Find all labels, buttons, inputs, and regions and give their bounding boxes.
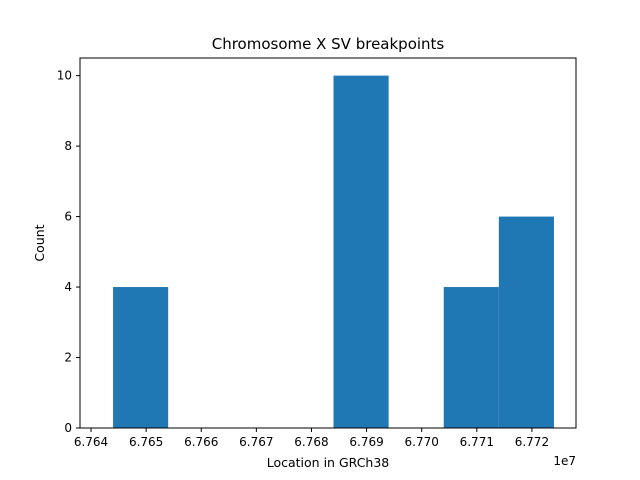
x-tick-label: 6.772 [515, 435, 549, 449]
y-tick-label: 6 [64, 210, 72, 224]
x-tick-label: 6.765 [129, 435, 163, 449]
y-tick-label: 0 [64, 421, 72, 435]
x-tick-label: 6.769 [349, 435, 383, 449]
x-tick-label: 6.766 [184, 435, 218, 449]
chart-title: Chromosome X SV breakpoints [212, 35, 445, 53]
histogram-bar-6 [443, 287, 499, 428]
histogram-bar-4 [333, 75, 389, 428]
histogram-bar-7 [498, 216, 554, 428]
x-axis-ticks: 6.764 6.765 6.766 6.767 6.768 6.769 6.770 6.771… [74, 428, 549, 449]
x-tick-label: 6.767 [239, 435, 273, 449]
y-axis-ticks: 0 2 4 6 8 10 [57, 69, 80, 435]
y-tick-label: 2 [64, 351, 72, 365]
x-tick-label: 6.770 [405, 435, 439, 449]
plot-frame [79, 57, 577, 429]
y-axis-label: Count [32, 224, 47, 261]
x-tick-label: 6.764 [74, 435, 108, 449]
y-tick-label: 10 [57, 69, 72, 83]
histogram-bar-0 [113, 287, 169, 428]
y-tick-label: 8 [64, 139, 72, 153]
x-tick-label: 6.768 [294, 435, 328, 449]
x-tick-label: 6.771 [460, 435, 494, 449]
bars-group [113, 75, 554, 428]
y-tick-label: 4 [64, 280, 72, 294]
x-axis-label: Location in GRCh38 [267, 455, 390, 470]
x-axis-offset-label: 1e7 [553, 454, 576, 468]
